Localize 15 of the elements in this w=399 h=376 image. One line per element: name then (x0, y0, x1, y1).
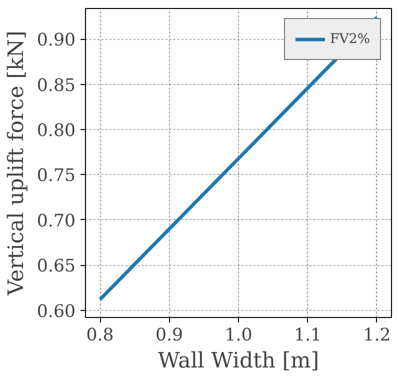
x-tick-label: 0.9 (155, 326, 184, 346)
x-tick-label: 1.1 (294, 326, 322, 346)
x-tick-label: 1.0 (224, 326, 252, 346)
y-tick-label: 0.60 (36, 302, 76, 322)
y-tick-label: 0.65 (36, 256, 76, 277)
x-axis-title: Wall Width [m] (158, 348, 320, 374)
y-tick-label: 0.75 (36, 166, 76, 186)
y-axis-title: Vertical uplift force [kN] (4, 30, 29, 296)
y-tick-label: 0.80 (36, 121, 76, 142)
x-tick-label: 1.2 (363, 326, 391, 346)
x-tick-label: 0.8 (86, 326, 114, 346)
legend-label: FV2% (330, 32, 370, 46)
y-tick-label: 0.85 (36, 76, 76, 96)
y-tick-label: 0.90 (36, 30, 76, 51)
y-tick-label: 0.70 (36, 211, 76, 232)
